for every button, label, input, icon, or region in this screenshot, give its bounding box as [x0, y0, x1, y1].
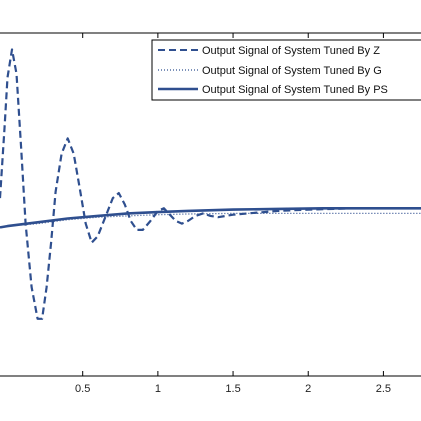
legend-label-g: Output Signal of System Tuned By G: [202, 65, 382, 77]
series-line-dashed: [0, 48, 421, 320]
legend-label-z: Output Signal of System Tuned By Z: [202, 45, 380, 57]
x-ticks: [82, 33, 384, 376]
x-tick-labels: 0.5 1 1.5 2 2.5: [75, 383, 391, 395]
series-line-solid: [0, 207, 421, 229]
x-tick-label: 0.5: [75, 383, 90, 395]
legend-label-ps: Output Signal of System Tuned By PS: [202, 84, 388, 96]
x-tick-label: 1.5: [225, 383, 240, 395]
series-layer: [0, 48, 421, 320]
x-tick-label: 1: [155, 383, 161, 395]
legend: Output Signal of System Tuned By Z Outpu…: [151, 39, 421, 101]
x-tick-label: 2: [305, 383, 311, 395]
x-tick-label: 2.5: [376, 383, 391, 395]
